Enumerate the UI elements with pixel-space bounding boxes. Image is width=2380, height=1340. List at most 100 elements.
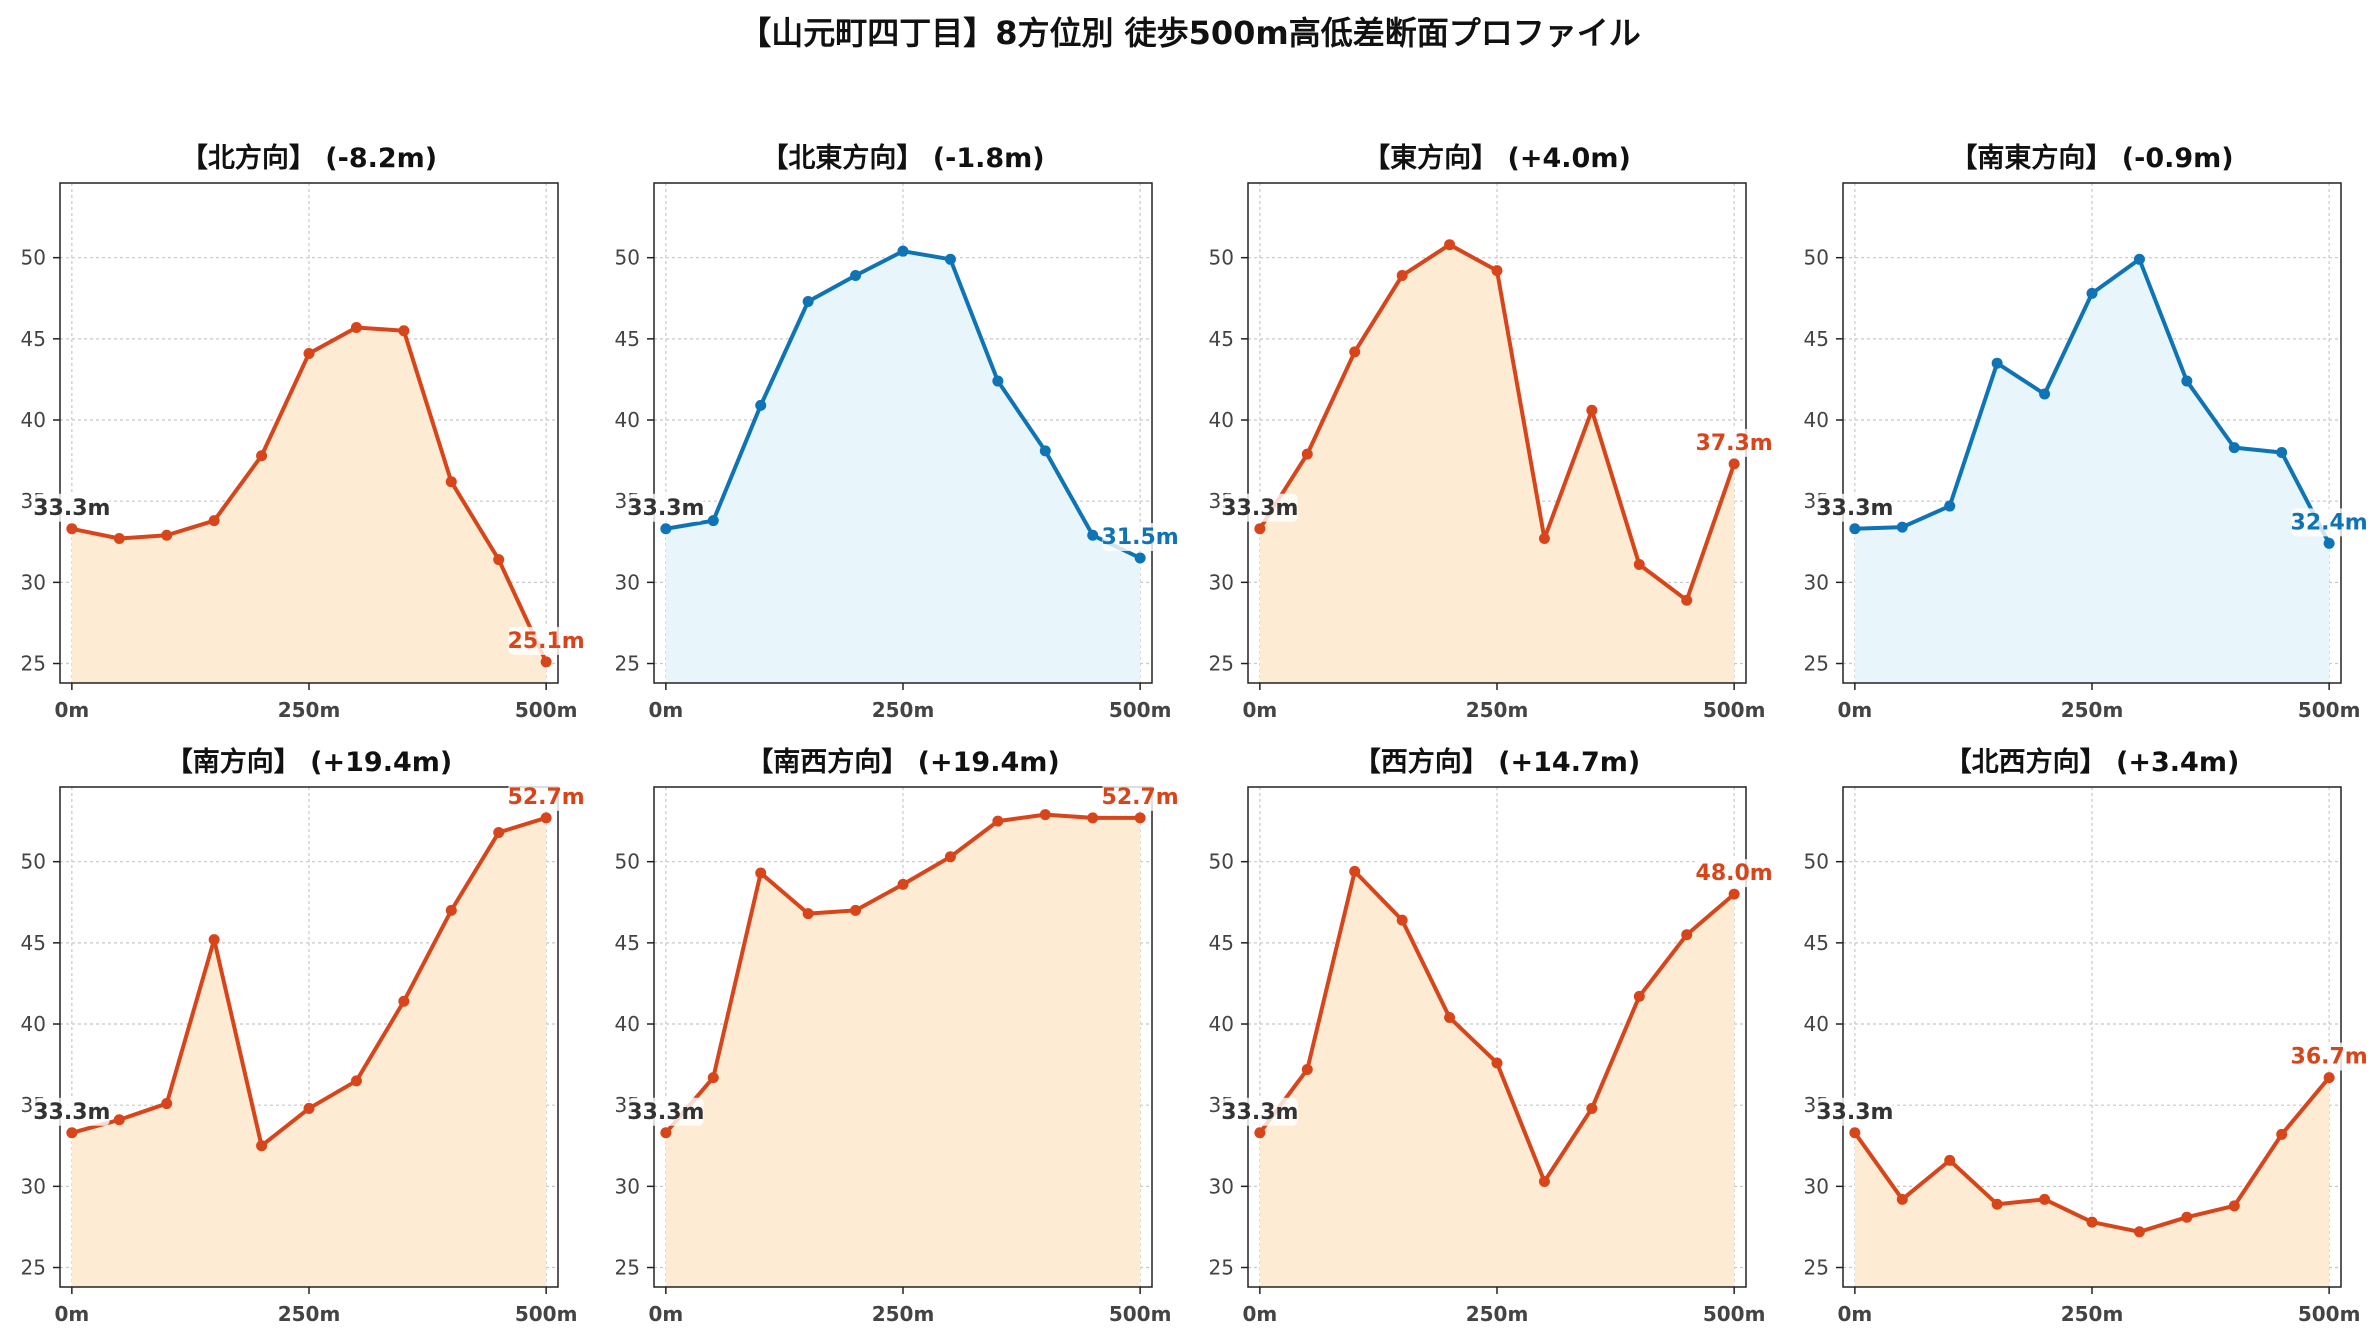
end-label-text: 52.7m [508, 785, 585, 810]
end-label-bg [2291, 508, 2367, 537]
x-tick-label: 0m [54, 1302, 89, 1326]
y-tick-label: 45 [615, 931, 640, 955]
x-tick-label: 0m [1242, 698, 1277, 722]
data-point [2181, 1211, 2193, 1223]
data-point [2039, 388, 2051, 400]
y-tick-label: 50 [615, 246, 640, 270]
data-point [1396, 270, 1408, 282]
data-point [1444, 239, 1456, 251]
area-fill [1854, 1077, 2330, 1287]
data-point [256, 450, 268, 462]
y-tick-label: 30 [21, 570, 46, 594]
data-point [1396, 914, 1408, 926]
start-label: 33.3m [1221, 493, 1298, 522]
area-fill [665, 251, 1141, 683]
end-label-text: 31.5m [1102, 525, 1179, 550]
data-point [1254, 523, 1266, 535]
y-tick-label: 50 [615, 850, 640, 874]
y-tick-label: 30 [21, 1174, 46, 1198]
x-tick-label: 0m [54, 698, 89, 722]
data-point [445, 904, 457, 916]
data-point [2228, 1200, 2240, 1212]
x-tick-label: 250m [278, 698, 341, 722]
data-point [755, 399, 767, 411]
x-tick-label: 250m [278, 1302, 341, 1326]
panel-title: 【南東方向】 (-0.9m) [1950, 142, 2233, 174]
data-point [1134, 552, 1146, 564]
end-label-text: 52.7m [1102, 785, 1179, 810]
data-point [2323, 537, 2335, 549]
x-tick-label: 250m [1466, 698, 1529, 722]
panel-title: 【北方向】 (-8.2m) [181, 142, 437, 174]
data-point [303, 1102, 315, 1114]
start-label: 33.3m [1816, 493, 1893, 522]
data-point [850, 904, 862, 916]
data-point [1681, 594, 1693, 606]
start-label-text: 33.3m [627, 1100, 704, 1125]
data-point [707, 1072, 719, 1084]
data-point [1633, 558, 1645, 570]
end-label-text: 32.4m [2291, 510, 2368, 535]
x-tick-label: 500m [2298, 698, 2361, 722]
area-fill [71, 817, 547, 1287]
start-label-text: 33.3m [1816, 1100, 1893, 1125]
end-label-text: 25.1m [508, 629, 585, 654]
x-tick-label: 250m [2061, 1302, 2124, 1326]
x-tick-label: 500m [2298, 1302, 2361, 1326]
data-point [350, 321, 362, 333]
end-label: 32.4m [2291, 508, 2368, 537]
end-label-bg [1696, 428, 1772, 457]
start-label-bg [34, 493, 110, 522]
data-point [2228, 442, 2240, 454]
end-label-bg [2291, 1042, 2367, 1071]
end-label-text: 37.3m [1696, 431, 1773, 456]
end-label: 48.0m [1696, 859, 1773, 888]
start-label-text: 33.3m [1221, 496, 1298, 521]
data-point [897, 245, 909, 257]
y-tick-label: 30 [1804, 570, 1829, 594]
panel-title: 【西方向】 (+14.7m) [1354, 746, 1640, 778]
data-point [66, 523, 78, 535]
data-point [1586, 1102, 1598, 1114]
data-point [1087, 529, 1099, 541]
y-tick-label: 25 [21, 652, 46, 676]
data-point [2133, 253, 2145, 265]
y-tick-label: 50 [21, 850, 46, 874]
end-label-bg [1102, 523, 1178, 551]
data-point [1491, 265, 1503, 277]
y-tick-label: 40 [615, 1012, 640, 1036]
panel-title: 【南西方向】 (+19.4m) [746, 746, 1059, 778]
y-tick-label: 40 [21, 1012, 46, 1036]
data-point [2323, 1072, 2335, 1084]
y-tick-label: 50 [21, 246, 46, 270]
y-tick-label: 40 [1804, 408, 1829, 432]
y-tick-label: 40 [1209, 1012, 1234, 1036]
data-point [350, 1075, 362, 1087]
data-point [992, 375, 1004, 387]
end-label: 25.1m [508, 626, 585, 655]
data-point [1301, 1063, 1313, 1075]
data-point [802, 296, 814, 308]
data-point [755, 867, 767, 879]
data-point [2181, 375, 2193, 387]
data-point [1444, 1012, 1456, 1024]
end-label: 52.7m [1102, 782, 1179, 811]
end-label-text: 48.0m [1696, 861, 1773, 886]
start-label-bg [1222, 493, 1298, 522]
start-label: 33.3m [1816, 1097, 1893, 1126]
data-point [161, 529, 173, 541]
x-tick-label: 0m [648, 1302, 683, 1326]
x-tick-label: 500m [1109, 1302, 1172, 1326]
data-point [256, 1140, 268, 1152]
data-point [897, 878, 909, 890]
data-point [1491, 1057, 1503, 1069]
y-tick-label: 30 [1804, 1174, 1829, 1198]
y-tick-label: 50 [1804, 850, 1829, 874]
